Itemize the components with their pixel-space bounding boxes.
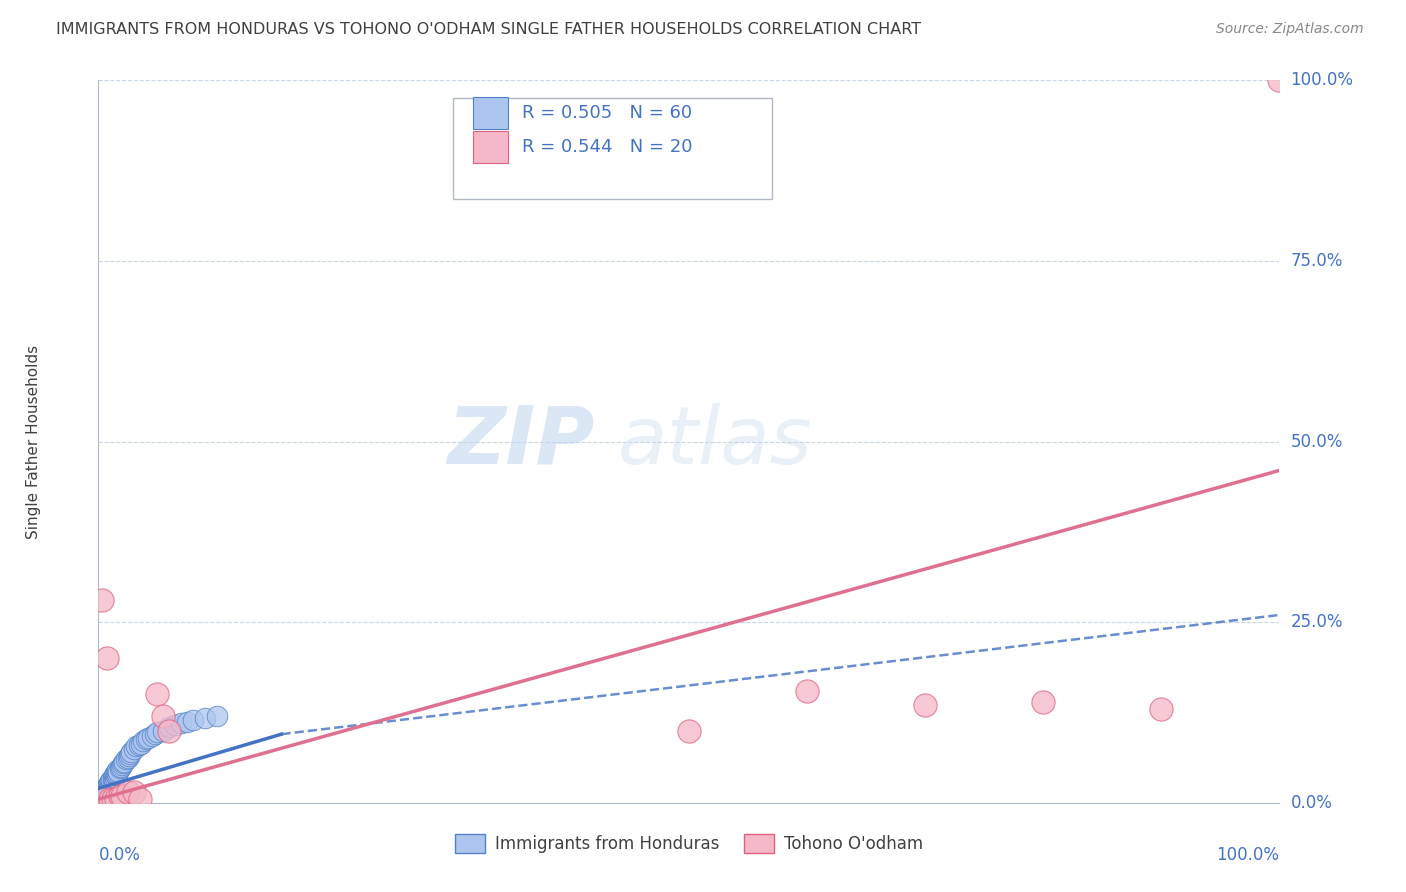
Text: ZIP: ZIP [447, 402, 595, 481]
Point [105, 767, 128, 781]
Point [141, 729, 163, 743]
Point [96, 651, 118, 665]
Text: R = 0.544   N = 20: R = 0.544 N = 20 [523, 138, 693, 156]
Point [796, 683, 818, 698]
Point [1032, 695, 1054, 709]
Point [114, 752, 136, 766]
Point [128, 738, 150, 752]
Point [108, 789, 131, 803]
Point [101, 771, 124, 785]
Point [121, 745, 143, 759]
Text: Source: ZipAtlas.com: Source: ZipAtlas.com [1216, 22, 1364, 37]
Point [120, 747, 142, 761]
Point [118, 748, 141, 763]
Point [104, 767, 127, 781]
Legend: Immigrants from Honduras, Tohono O'odham: Immigrants from Honduras, Tohono O'odham [449, 827, 929, 860]
Point [89, 792, 111, 806]
Point [135, 732, 157, 747]
Text: R = 0.505   N = 60: R = 0.505 N = 60 [523, 104, 693, 122]
Point [91, 790, 114, 805]
Text: 100.0%: 100.0% [1216, 847, 1279, 864]
Point [103, 768, 125, 782]
Point [91, 787, 114, 801]
Point [136, 731, 159, 745]
Point [93, 787, 115, 801]
Point [146, 725, 169, 739]
Point [98, 792, 121, 806]
Point [170, 716, 193, 731]
Text: 50.0%: 50.0% [1291, 433, 1343, 450]
Point [97, 781, 120, 796]
Text: 0.0%: 0.0% [1291, 794, 1333, 812]
Point [101, 774, 124, 789]
Point [125, 739, 148, 754]
Point [100, 775, 122, 789]
Text: 25.0%: 25.0% [1291, 613, 1343, 632]
Bar [472, 131, 508, 163]
Point [94, 785, 117, 799]
Point [152, 723, 174, 738]
Point [157, 720, 180, 734]
Point [90, 792, 112, 806]
Point [678, 723, 700, 738]
Point [111, 758, 134, 772]
Point [91, 789, 114, 803]
Point [165, 718, 187, 732]
Point [98, 775, 121, 789]
Point [91, 785, 114, 799]
Point [96, 782, 118, 797]
Point [100, 772, 122, 787]
Text: 75.0%: 75.0% [1291, 252, 1343, 270]
Point [117, 785, 139, 799]
Point [176, 714, 198, 729]
Point [112, 755, 135, 769]
Point [94, 781, 117, 796]
Point [104, 771, 127, 785]
Point [117, 751, 139, 765]
Point [152, 709, 174, 723]
Point [93, 792, 115, 806]
Text: IMMIGRANTS FROM HONDURAS VS TOHONO O'ODHAM SINGLE FATHER HOUSEHOLDS CORRELATION : IMMIGRANTS FROM HONDURAS VS TOHONO O'ODH… [56, 22, 921, 37]
Text: 100.0%: 100.0% [1291, 71, 1354, 89]
Point [101, 792, 124, 806]
Text: Single Father Households: Single Father Households [25, 344, 41, 539]
Point [143, 727, 166, 741]
Bar [472, 97, 508, 129]
Point [91, 593, 114, 607]
Point [105, 792, 128, 806]
Point [205, 709, 228, 723]
Point [93, 782, 115, 797]
Point [110, 760, 132, 774]
Point [97, 778, 120, 792]
Text: 0.0%: 0.0% [98, 847, 141, 864]
Point [96, 780, 118, 794]
Text: atlas: atlas [619, 402, 813, 481]
Point [122, 741, 145, 756]
Point [1268, 73, 1291, 87]
Point [105, 765, 128, 780]
FancyBboxPatch shape [453, 98, 772, 200]
Point [129, 737, 152, 751]
Point [98, 774, 121, 789]
Point [112, 756, 135, 770]
Point [157, 723, 180, 738]
Point [1150, 702, 1173, 716]
Point [111, 789, 134, 803]
Point [181, 713, 204, 727]
Point [105, 768, 128, 782]
Point [108, 761, 131, 775]
Point [107, 764, 129, 779]
Point [128, 792, 150, 806]
Point [194, 710, 217, 724]
Point [98, 780, 121, 794]
Point [105, 764, 128, 778]
Point [132, 734, 155, 748]
Point [98, 778, 121, 792]
Point [146, 687, 169, 701]
Point [914, 698, 936, 713]
Point [122, 785, 145, 799]
Point [90, 789, 112, 803]
Point [103, 772, 125, 787]
